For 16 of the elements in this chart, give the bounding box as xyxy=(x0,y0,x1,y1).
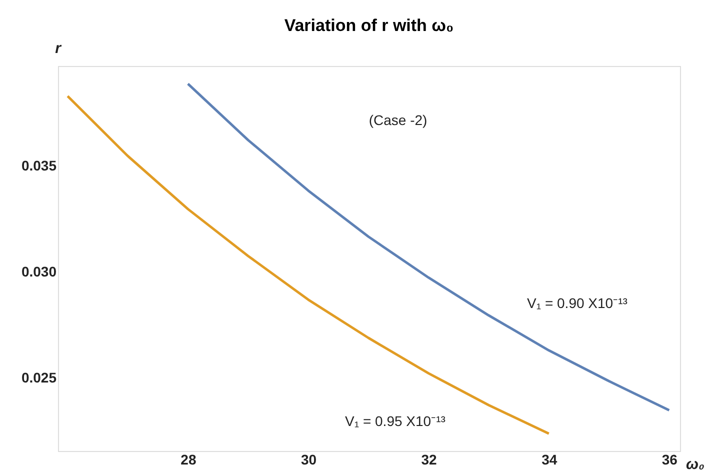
y-tick-label: 0.025 xyxy=(21,369,57,386)
y-axis-title: r xyxy=(55,40,62,57)
x-tick-label: 30 xyxy=(300,452,317,468)
line-series xyxy=(186,82,670,412)
y-tick-label: 0.030 xyxy=(21,263,57,280)
x-tick-label: 36 xyxy=(662,452,678,468)
chart-title: Variation of r with ω₀ xyxy=(284,16,454,35)
annotation: V₁ = 0.95 X10⁻¹³ xyxy=(345,413,446,429)
x-axis-title: ω₀ xyxy=(686,456,705,473)
annotation: V₁ = 0.90 X10⁻¹³ xyxy=(527,295,628,311)
x-tick-label: 28 xyxy=(180,452,196,468)
y-tick-label: 0.035 xyxy=(21,157,57,174)
annotation: (Case -2) xyxy=(368,112,428,128)
x-tick-label: 32 xyxy=(421,452,438,468)
x-tick-label: 34 xyxy=(542,452,558,468)
line-series xyxy=(66,94,550,435)
